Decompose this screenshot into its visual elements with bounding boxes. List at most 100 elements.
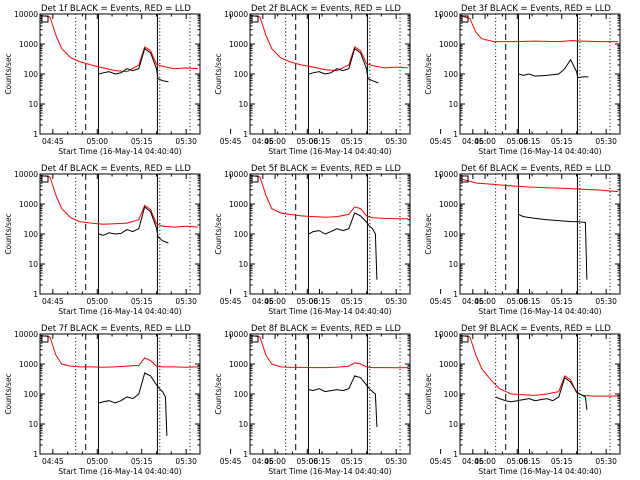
x-tick-label: 05:30 [175,297,197,306]
y-tick-label: 1000 [19,200,38,209]
y-tick-label: 1000 [229,360,248,369]
events-series-line [98,372,168,436]
y-tick-label: 10000 [224,330,248,339]
x-tick-label: 04:45 [42,297,64,306]
x-tick-label: 05:00 [296,457,318,466]
y-tick-label: 1000 [19,360,38,369]
x-tick-label: 06:00 [474,457,496,466]
y-tick-label: 1 [243,450,248,459]
panel-title: Det 3f BLACK = Events, RED = LLD [461,4,611,14]
x-tick-label: 05:15 [341,137,363,146]
x-tick-label: 05:30 [595,297,617,306]
panel-title: Det 6f BLACK = Events, RED = LLD [461,164,611,174]
x-tick-label: 05:45 [430,297,452,306]
events-series-line [98,47,169,83]
x-axis-label: Start Time (16-May-14 04:40:40) [268,147,391,156]
y-tick-label: 1000 [19,40,38,49]
x-tick-label: 05:15 [341,297,363,306]
y-tick-label: 100 [444,390,459,399]
panel-title: Det 2f BLACK = Events, RED = LLD [251,4,401,14]
panel-3: Det 3f BLACK = Events, RED = LLD 1 10 100 10… [424,4,640,156]
panel-title: Det 7f BLACK = Events, RED = LLD [41,324,191,334]
lld-series-line [40,14,199,73]
x-tick-label: 05:45 [220,297,242,306]
x-tick-label: 04:45 [462,137,484,146]
x-tick-label: 05:15 [551,457,573,466]
y-tick-label: 10 [238,260,248,269]
x-axis-label: Start Time (16-May-14 04:40:40) [268,307,391,316]
y-axis-label: Counts/sec [4,213,13,254]
y-axis-label: Counts/sec [424,373,433,414]
y-tick-label: 1000 [229,40,248,49]
x-axis-label: Start Time (16-May-14 04:40:40) [58,147,181,156]
panel-title: Det 4f BLACK = Events, RED = LLD [41,164,191,174]
panel-6: Det 6f BLACK = Events, RED = LLD 1 10 100 10… [424,164,640,316]
panel-title: Det 8f BLACK = Events, RED = LLD [251,324,401,334]
y-tick-label: 10000 [434,170,458,179]
y-tick-label: 1000 [439,200,458,209]
x-tick-label: 06:15 [519,137,541,146]
panel-4: Det 4f BLACK = Events, RED = LLD11010010… [4,164,331,316]
y-tick-label: 100 [24,230,39,239]
y-tick-label: 10000 [434,10,458,19]
y-tick-label: 10 [28,260,38,269]
y-axis-label: Counts/sec [214,373,223,414]
x-tick-label: 06:00 [474,137,496,146]
y-axis-label: Counts/sec [214,53,223,94]
y-tick-label: 1 [243,130,248,139]
events-series-line [98,206,169,244]
y-tick-label: 10 [238,420,248,429]
y-tick-label: 10000 [14,330,38,339]
x-tick-label: 06:00 [264,297,286,306]
x-tick-label: 05:30 [385,137,407,146]
x-tick-label: 06:15 [309,297,331,306]
y-tick-label: 10000 [14,10,38,19]
x-tick-label: 05:00 [86,297,108,306]
y-tick-label: 10 [448,100,458,109]
x-tick-label: 05:45 [220,137,242,146]
y-tick-label: 100 [24,390,39,399]
lld-series-line [40,334,199,368]
x-tick-label: 05:00 [506,457,528,466]
y-tick-label: 1 [453,290,458,299]
y-tick-label: 10000 [224,10,248,19]
x-tick-label: 04:45 [252,137,274,146]
x-tick-label: 05:30 [385,457,407,466]
x-axis-label: Start Time (16-May-14 04:40:40) [58,467,181,476]
panel-title: Det 9f BLACK = Events, RED = LLD [461,324,611,334]
x-tick-label: 04:45 [462,297,484,306]
panel-1: Det 1f BLACK = Events, RED = LLD11010010… [4,4,331,156]
y-tick-label: 1 [453,450,458,459]
x-tick-label: 05:30 [175,137,197,146]
x-tick-label: 04:45 [462,457,484,466]
y-tick-label: 100 [444,70,459,79]
x-tick-label: 06:15 [519,457,541,466]
x-tick-label: 05:00 [296,297,318,306]
y-tick-label: 10000 [14,170,38,179]
events-series-line [495,376,588,410]
y-axis-label: Counts/sec [424,53,433,94]
panel-title: Det 1f BLACK = Events, RED = LLD [41,4,191,14]
y-tick-label: 10 [238,100,248,109]
panel-8: Det 8f BLACK = Events, RED = LLD11010010… [214,324,541,476]
x-tick-label: 04:45 [42,457,64,466]
y-tick-label: 10 [28,420,38,429]
panel-title: Det 5f BLACK = Events, RED = LLD [251,164,401,174]
x-tick-label: 05:30 [385,297,407,306]
x-tick-label: 06:00 [474,297,496,306]
y-tick-label: 100 [234,70,249,79]
x-tick-label: 05:15 [131,457,153,466]
x-axis-label: Start Time (16-May-14 04:40:40) [58,307,181,316]
y-tick-label: 100 [24,70,39,79]
lld-series-line [250,14,409,72]
x-tick-label: 06:00 [264,457,286,466]
y-tick-label: 1000 [229,200,248,209]
x-tick-label: 04:45 [252,297,274,306]
x-axis-label: Start Time (16-May-14 04:40:40) [478,467,601,476]
x-axis-label: Start Time (16-May-14 04:40:40) [478,307,601,316]
x-tick-label: 05:15 [131,297,153,306]
panel-7: Det 7f BLACK = Events, RED = LLD 1 10 100 10… [4,324,331,476]
y-tick-label: 1 [33,130,38,139]
y-tick-label: 10000 [224,170,248,179]
